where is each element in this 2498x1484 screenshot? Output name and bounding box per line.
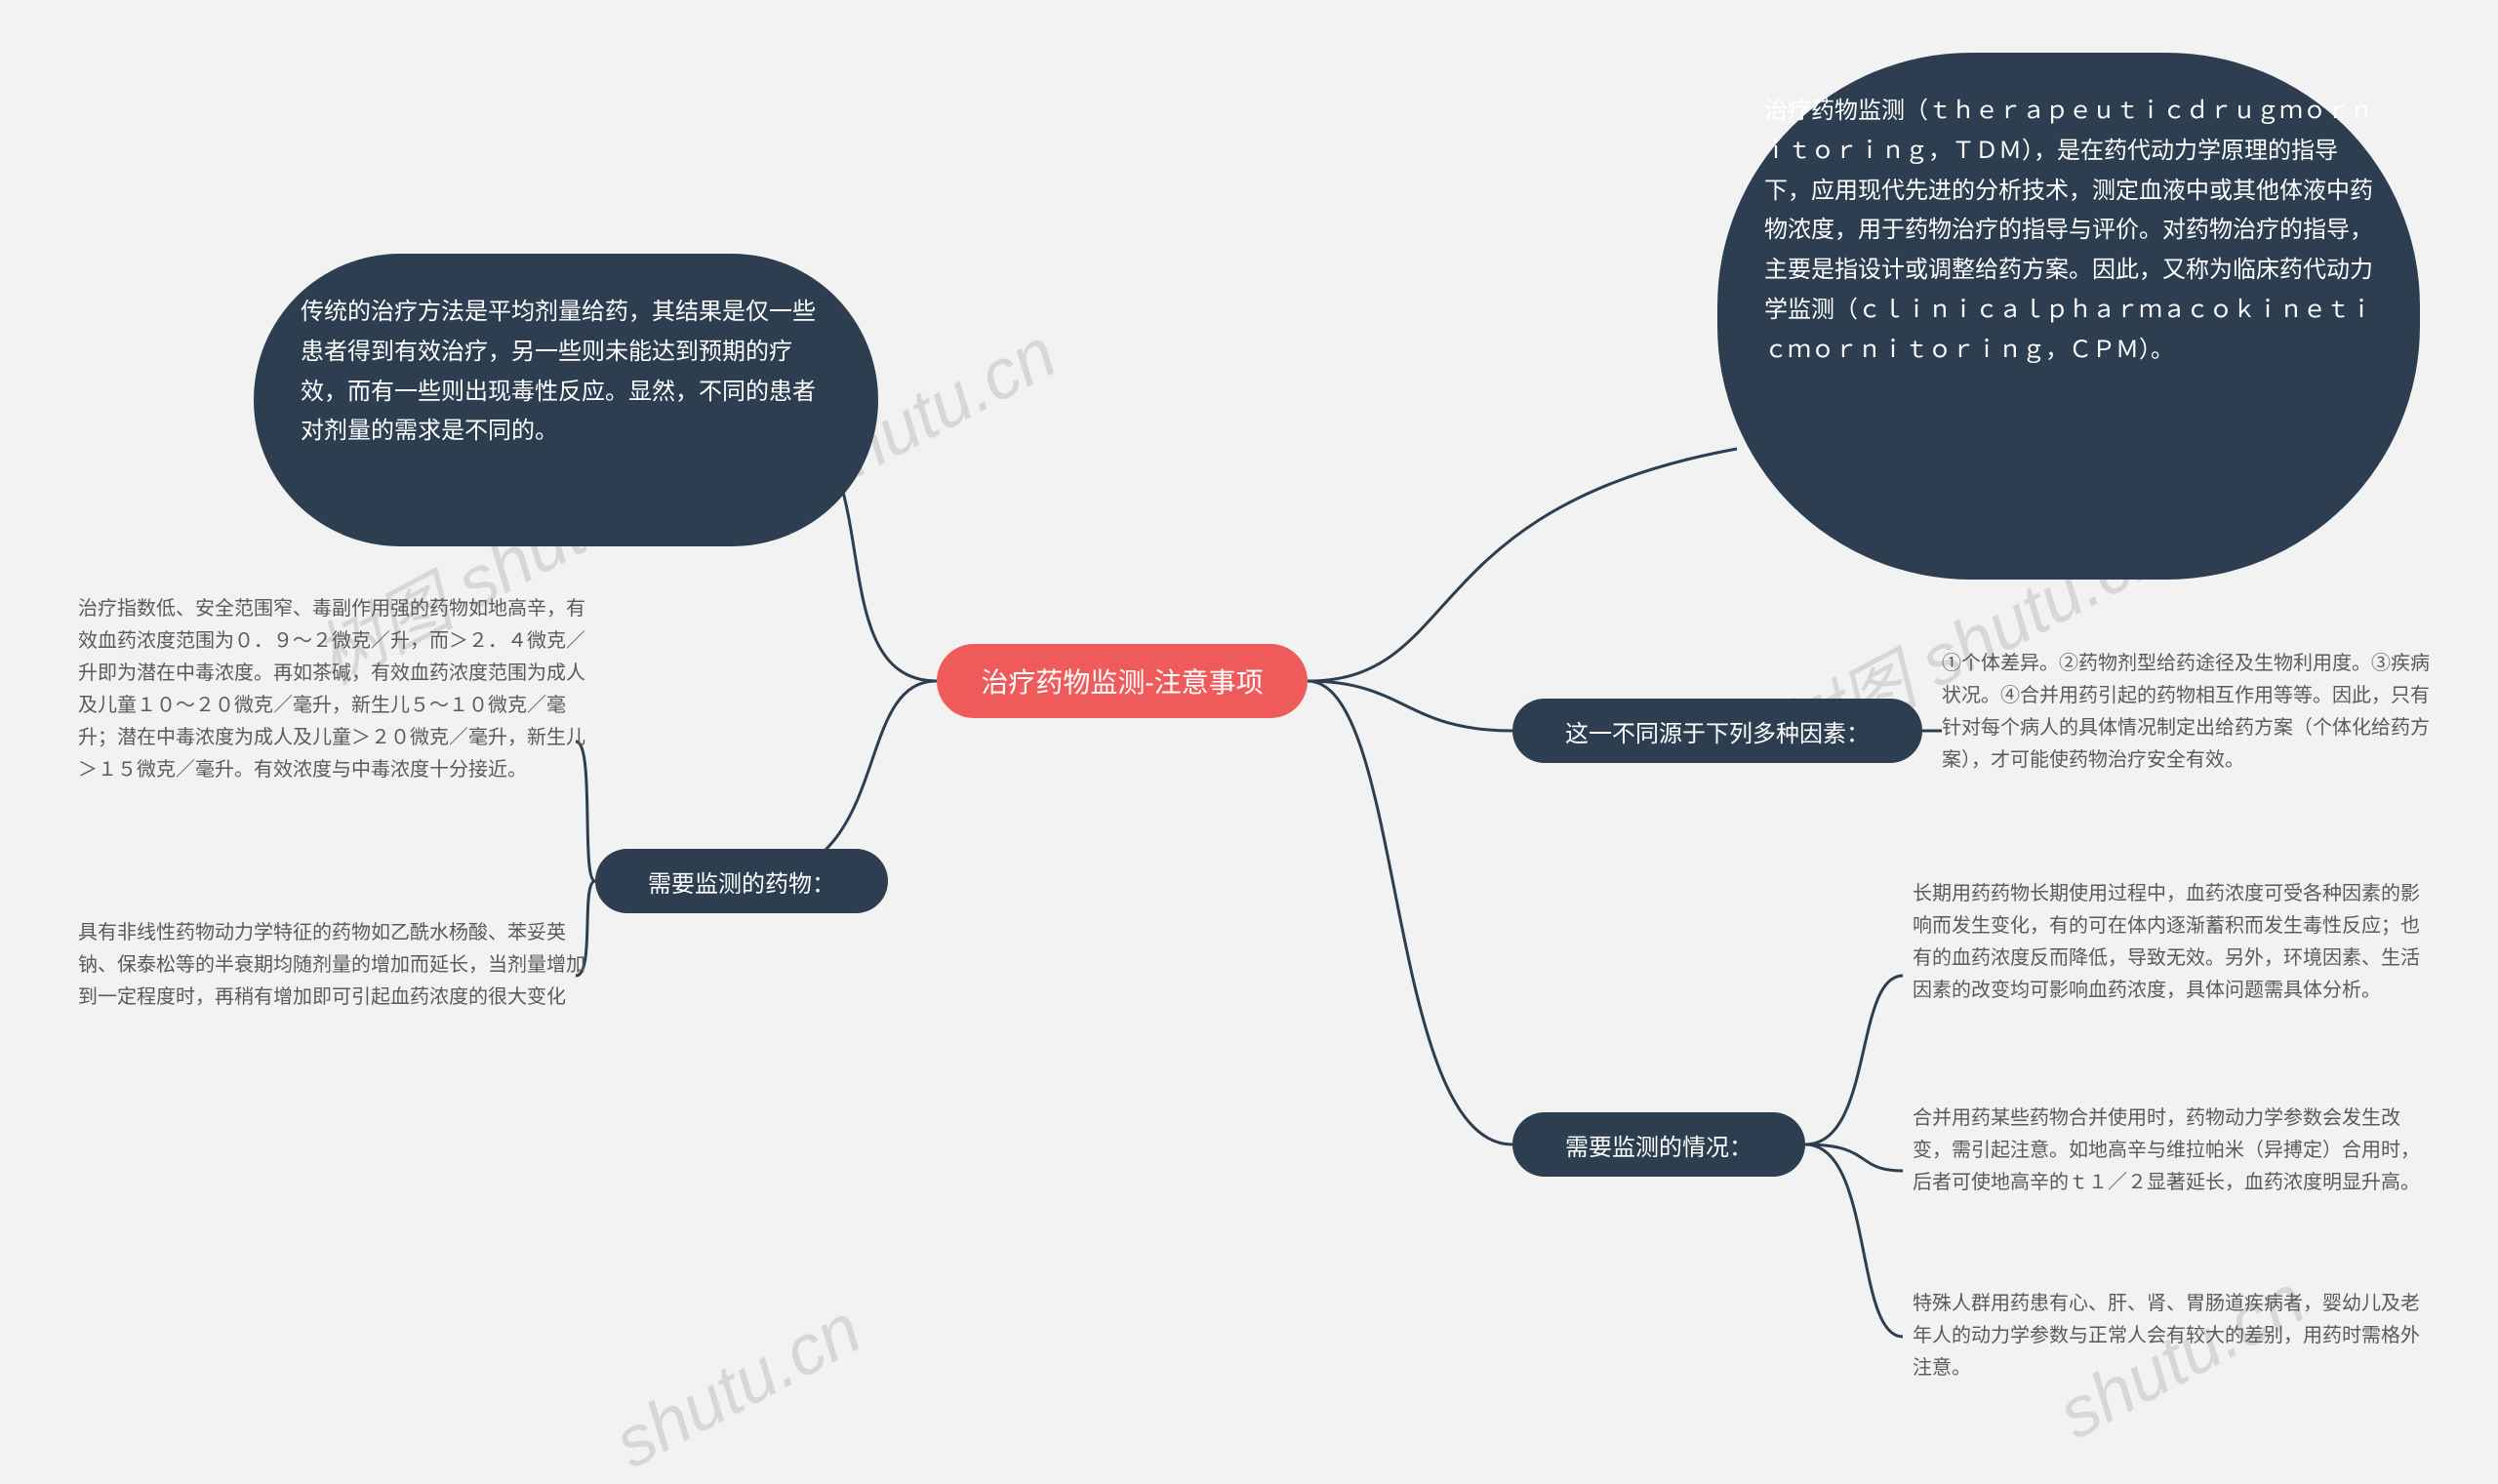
right-bubble-text: 治疗药物监测（ｔｈｅｒａｐｅｕｔｉｃｄｒｕｇｍｏｒｎｉｔｏｒｉｎｇ，ＴＤＭ），是… <box>1764 98 2373 363</box>
right-bubble: 治疗药物监测（ｔｈｅｒａｐｅｕｔｉｃｄｒｕｇｍｏｒｎｉｔｏｒｉｎｇ，ＴＤＭ），是… <box>1717 53 2420 580</box>
left-leaf-2: 具有非线性药物动力学特征的药物如乙酰水杨酸、苯妥英钠、保泰松等的半衰期均随剂量的… <box>78 917 585 1014</box>
right-branch-2-label: 需要监测的情况： <box>1565 1128 1753 1162</box>
left-bubble-text: 传统的治疗方法是平均剂量给药，其结果是仅一些患者得到有效治疗，另一些则未能达到预… <box>301 299 816 444</box>
left-leaf-1: 治疗指数低、安全范围窄、毒副作用强的药物如地高辛，有效血药浓度范围为０．９～２微… <box>78 593 585 786</box>
right-branch-1-label: 这一不同源于下列多种因素： <box>1565 714 1870 748</box>
right-branch-1-leaf: ①个体差异。②药物剂型给药途径及生物利用度。③疾病状况。④合并用药引起的药物相互… <box>1942 648 2430 777</box>
watermark: shutu.cn <box>602 1289 874 1484</box>
center-node: 治疗药物监测-注意事项 <box>937 644 1308 718</box>
center-label: 治疗药物监测-注意事项 <box>981 662 1263 701</box>
left-bubble: 传统的治疗方法是平均剂量给药，其结果是仅一些患者得到有效治疗，另一些则未能达到预… <box>254 254 878 546</box>
right-branch-factors: 这一不同源于下列多种因素： <box>1512 699 1922 763</box>
right-branch-situations: 需要监测的情况： <box>1512 1112 1805 1177</box>
right-branch-2-leaf-2: 合并用药某些药物合并使用时，药物动力学参数会发生改变，需引起注意。如地高辛与维拉… <box>1913 1103 2420 1199</box>
right-branch-2-leaf-3: 特殊人群用药患有心、肝、肾、胃肠道疾病者，婴幼儿及老年人的动力学参数与正常人会有… <box>1913 1288 2420 1384</box>
left-branch-label: 需要监测的药物： <box>648 864 835 899</box>
left-branch-drugs: 需要监测的药物： <box>595 849 888 913</box>
right-branch-2-leaf-1: 长期用药药物长期使用过程中，血药浓度可受各种因素的影响而发生变化，有的可在体内逐… <box>1913 878 2420 1007</box>
